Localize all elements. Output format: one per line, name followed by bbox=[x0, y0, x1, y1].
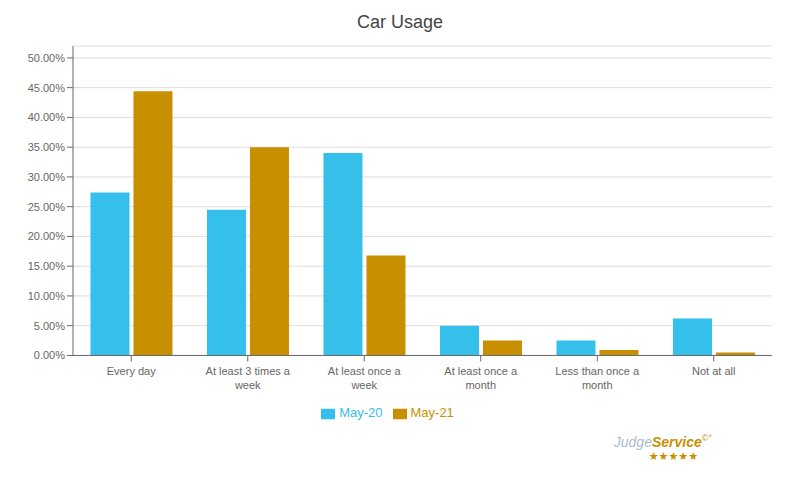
svg-text:Less than once amonth: Less than once amonth bbox=[555, 365, 640, 391]
html-text:Car Usage: Car Usage bbox=[357, 12, 443, 32]
svg-text:At least once amonth: At least once amonth bbox=[444, 365, 518, 391]
svg-text:35.00%: 35.00% bbox=[28, 141, 66, 153]
svg-text:0.00%: 0.00% bbox=[34, 349, 65, 361]
svg-text:At least once aweek: At least once aweek bbox=[328, 365, 402, 391]
svg-text:Every day: Every day bbox=[107, 365, 156, 377]
html-text:Judge Service©°: Judge Service©° bbox=[613, 433, 712, 450]
svg-text:25.00%: 25.00% bbox=[28, 201, 66, 213]
svg-text:At least 3 times aweek: At least 3 times aweek bbox=[206, 365, 291, 391]
svg-text:45.00%: 45.00% bbox=[28, 82, 66, 94]
svg-text:10.00%: 10.00% bbox=[28, 290, 66, 302]
svg-text:50.00%: 50.00% bbox=[28, 52, 66, 64]
svg-text:20.00%: 20.00% bbox=[28, 230, 66, 242]
svg-text:30.00%: 30.00% bbox=[28, 171, 66, 183]
html-text:May-21: May-21 bbox=[410, 405, 454, 421]
html-text:May-20: May-20 bbox=[339, 405, 383, 421]
svg-text:15.00%: 15.00% bbox=[28, 260, 66, 272]
svg-text:40.00%: 40.00% bbox=[28, 111, 66, 123]
svg-text:5.00%: 5.00% bbox=[34, 320, 65, 332]
svg-text:Not at all: Not at all bbox=[692, 365, 735, 377]
